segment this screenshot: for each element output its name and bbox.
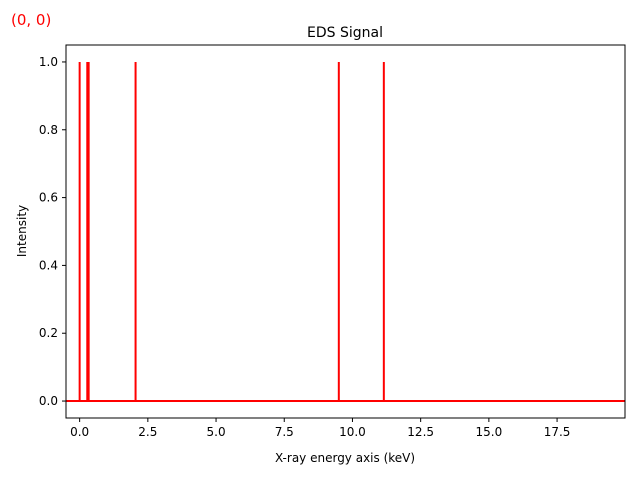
- chart-title: EDS Signal: [307, 25, 383, 41]
- x-axis-ticks: 0.0 2.5 5.0 7.5 10.0 12.5 15.0 17.5: [70, 418, 570, 439]
- x-tick-label: 17.5: [544, 425, 571, 439]
- y-tick-label: 0.6: [39, 191, 58, 205]
- x-tick-label: 7.5: [275, 425, 294, 439]
- y-tick-label: 0.2: [39, 326, 58, 340]
- x-tick-label: 15.0: [476, 425, 503, 439]
- x-tick-label: 10.0: [339, 425, 366, 439]
- x-tick-label: 12.5: [407, 425, 434, 439]
- y-tick-label: 0.4: [39, 258, 58, 272]
- y-tick-label: 1.0: [39, 55, 58, 69]
- y-axis-ticks: 0.0 0.2 0.4 0.6 0.8 1.0: [39, 55, 66, 408]
- plot-frame: [65, 44, 626, 419]
- spectrum-layer: [66, 61, 625, 403]
- x-tick-label: 5.0: [207, 425, 226, 439]
- y-tick-label: 0.8: [39, 123, 58, 137]
- y-tick-label: 0.0: [39, 394, 58, 408]
- x-axis-label: X-ray energy axis (keV): [275, 451, 415, 465]
- x-tick-label: 2.5: [138, 425, 157, 439]
- coordinate-readout: (0, 0): [11, 11, 52, 29]
- y-axis-label: Intensity: [15, 205, 29, 257]
- x-tick-label: 0.0: [70, 425, 89, 439]
